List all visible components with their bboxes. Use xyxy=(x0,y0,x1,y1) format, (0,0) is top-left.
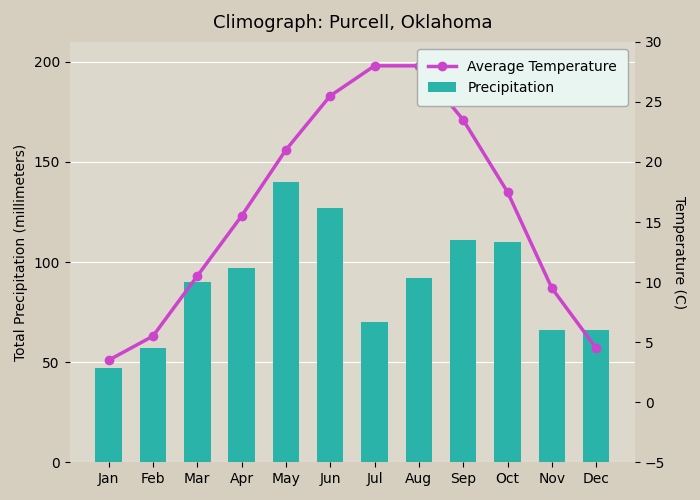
Average Temperature xyxy=(370,63,379,69)
Bar xyxy=(538,330,565,462)
Bar xyxy=(139,348,166,463)
Average Temperature xyxy=(547,285,556,291)
Average Temperature xyxy=(414,63,423,69)
Average Temperature xyxy=(148,333,157,339)
Bar xyxy=(228,268,255,462)
Average Temperature xyxy=(104,357,113,363)
Average Temperature xyxy=(281,147,290,153)
Bar xyxy=(95,368,122,462)
Title: Climograph: Purcell, Oklahoma: Climograph: Purcell, Oklahoma xyxy=(213,14,492,32)
Bar xyxy=(361,322,388,462)
Bar xyxy=(494,242,521,462)
Average Temperature xyxy=(503,189,512,195)
Bar xyxy=(184,282,211,463)
Bar xyxy=(272,182,299,462)
Bar xyxy=(450,240,477,462)
Line: Average Temperature: Average Temperature xyxy=(104,62,601,364)
Average Temperature xyxy=(459,117,468,123)
Y-axis label: Temperature (C): Temperature (C) xyxy=(672,196,686,308)
Average Temperature xyxy=(326,93,335,99)
Y-axis label: Total Precipitation (millimeters): Total Precipitation (millimeters) xyxy=(14,144,28,360)
Average Temperature xyxy=(237,213,246,219)
Bar xyxy=(583,330,610,462)
Bar xyxy=(405,278,432,462)
Legend: Average Temperature, Precipitation: Average Temperature, Precipitation xyxy=(417,48,628,106)
Bar xyxy=(317,208,344,463)
Average Temperature xyxy=(193,273,202,279)
Average Temperature xyxy=(592,345,601,351)
